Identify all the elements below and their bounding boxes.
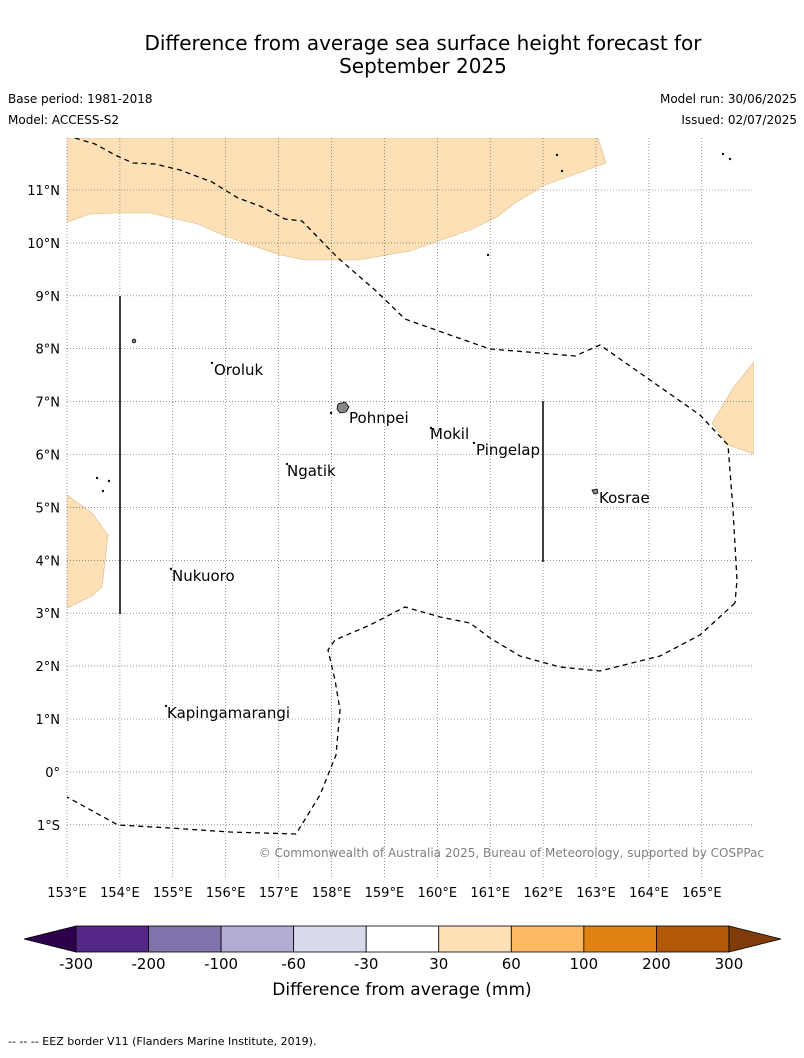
colorbar-segment <box>438 925 512 953</box>
kosrae-island <box>591 488 599 495</box>
latitude-tick-label: 6°N <box>36 449 61 464</box>
pohnpei-island <box>336 401 350 414</box>
label-mokil: Mokil <box>430 425 469 443</box>
longitude-tick-label: 158°E <box>312 886 352 901</box>
colorbar-over-arrow <box>728 925 782 953</box>
longitude-tick-label: 163°E <box>576 886 616 901</box>
latitude-labels: 11°N 10°N 9°N 8°N 7°N 6°N 5°N 4°N 3°N 2°N 1°N 0° 1°S <box>27 184 60 834</box>
latitude-tick-label: 10°N <box>27 237 60 252</box>
colorbar: -300 -200 -100 -60 -30 30 60 100 200 300 Differen… <box>23 925 782 1000</box>
model-run: Model run: 30/06/2025 <box>659 92 797 106</box>
longitude-tick-label: 156°E <box>206 886 246 901</box>
colorbar-segment <box>75 925 149 953</box>
colorbar-tick-labels: -300 -200 -100 -60 -30 30 60 100 200 300 <box>59 955 743 973</box>
latitude-tick-label: 0° <box>45 766 60 781</box>
label-ngatik: Ngatik <box>287 462 336 480</box>
latitude-tick-label: 11°N <box>27 184 60 199</box>
ant-island <box>329 411 333 415</box>
label-pingelap: Pingelap <box>476 441 540 459</box>
longitude-tick-label: 154°E <box>100 886 140 901</box>
colorbar-tick-label: -30 <box>354 955 379 973</box>
island-dot <box>728 157 732 161</box>
colorbar-tick-label: 100 <box>570 955 599 973</box>
forecast-map: Oroluk Pohnpei Mokil Pingelap Ngatik Kos… <box>23 138 782 1000</box>
longitude-labels: 153°E 154°E 155°E 156°E 157°E 158°E 159°E 160°E… <box>47 886 721 901</box>
latitude-tick-label: 8°N <box>36 343 61 358</box>
shade-west <box>67 494 109 609</box>
colorbar-under-arrow <box>23 925 77 953</box>
colorbar-tick-label: 30 <box>429 955 448 973</box>
latitude-tick-label: 1°N <box>36 713 61 728</box>
colorbar-label: Difference from average (mm) <box>272 980 531 1000</box>
nukuoro-island <box>169 567 173 571</box>
kapingamarangi-island <box>164 704 168 708</box>
colorbar-tick-label: 200 <box>642 955 671 973</box>
islands <box>95 152 732 708</box>
base-period: Base period: 1981-2018 <box>8 92 153 106</box>
mokil-island <box>429 426 433 430</box>
eez-footnote: -- -- -- EEZ border V11 (Flanders Marine… <box>8 1035 317 1048</box>
shade-east <box>711 361 754 455</box>
map-title: Difference from average sea surface heig… <box>0 32 804 78</box>
longitude-tick-label: 161°E <box>470 886 510 901</box>
colorbar-segment <box>510 925 585 953</box>
colorbar-segment <box>656 925 730 953</box>
island-dot <box>95 476 99 480</box>
longitude-tick-label: 164°E <box>629 886 669 901</box>
eez-line-south <box>67 602 736 835</box>
latitude-tick-label: 2°N <box>36 660 61 675</box>
anomaly-shading <box>67 138 754 609</box>
issued-date: Issued: 02/07/2025 <box>681 113 797 127</box>
latitude-tick-label: 9°N <box>36 290 61 305</box>
longitude-tick-label: 162°E <box>523 886 563 901</box>
island-dot <box>560 169 564 173</box>
longitude-tick-label: 160°E <box>418 886 458 901</box>
island-dot <box>486 253 490 257</box>
colorbar-tick-label: -200 <box>132 955 166 973</box>
label-kapingamarangi: Kapingamarangi <box>167 704 290 722</box>
colorbar-segment <box>220 925 295 953</box>
colorbar-tick-label: 60 <box>502 955 521 973</box>
label-pohnpei: Pohnpei <box>349 409 409 427</box>
colorbar-tick-label: -60 <box>281 955 306 973</box>
longitude-tick-label: 157°E <box>259 886 299 901</box>
model-name: Model: ACCESS-S2 <box>8 113 120 127</box>
oroluk-island <box>210 361 214 365</box>
latitude-tick-label: 1°S <box>37 819 60 834</box>
colorbar-segment <box>583 925 657 953</box>
latitude-tick-label: 7°N <box>36 396 61 411</box>
colorbar-tick-label: -300 <box>59 955 93 973</box>
eez-line-north <box>74 138 738 604</box>
title-line-2: September 2025 <box>339 54 507 78</box>
island-dot <box>101 489 105 493</box>
pingelap-island <box>472 441 476 445</box>
label-oroluk: Oroluk <box>214 361 263 379</box>
eez-border <box>67 138 738 835</box>
longitude-tick-label: 159°E <box>365 886 405 901</box>
colorbar-tick-label: 300 <box>715 955 744 973</box>
shade-north <box>67 138 607 261</box>
colorbar-segment <box>148 925 222 953</box>
title-line-1: Difference from average sea surface heig… <box>144 31 702 55</box>
island-dot <box>721 152 725 156</box>
place-labels: Oroluk Pohnpei Mokil Pingelap Ngatik Kos… <box>167 361 650 722</box>
ngatik-island <box>285 462 289 466</box>
longitude-tick-label: 165°E <box>682 886 722 901</box>
latitude-tick-label: 5°N <box>36 501 61 516</box>
colorbar-segment <box>293 925 367 953</box>
longitude-tick-label: 153°E <box>47 886 87 901</box>
colorbar-segments <box>75 925 730 953</box>
longitude-tick-label: 155°E <box>153 886 193 901</box>
island-dot <box>107 479 111 483</box>
latitude-tick-label: 4°N <box>36 554 61 569</box>
colorbar-segment <box>365 925 440 953</box>
colorbar-tick-label: -100 <box>204 955 238 973</box>
label-nukuoro: Nukuoro <box>172 567 235 585</box>
latitude-tick-label: 3°N <box>36 607 61 622</box>
island-dot <box>131 338 137 344</box>
label-kosrae: Kosrae <box>599 489 650 507</box>
island-dot <box>555 153 559 157</box>
copyright-notice: © Commonwealth of Australia 2025, Bureau… <box>259 846 764 860</box>
